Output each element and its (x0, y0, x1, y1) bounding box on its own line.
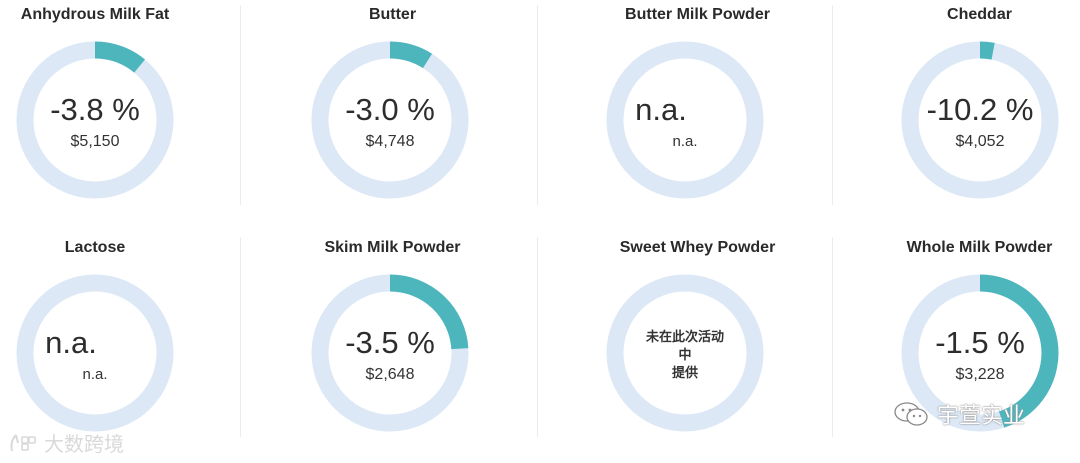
price-value: $3,228 (955, 366, 1005, 383)
price-card: Skim Milk Powder -3.5 % $2,648 (270, 233, 540, 463)
donut-center: -1.5 % $3,228 (900, 273, 1060, 433)
left-watermark-text: 大数跨境 (44, 434, 124, 456)
donut-center: n.a. n.a. (605, 40, 765, 200)
price-card: Anhydrous Milk Fat -3.8 % $5,150 (0, 0, 270, 230)
card-title: Cheddar (947, 6, 1012, 23)
donut-center: 未在此次活动中提供 (605, 273, 765, 433)
column-divider (240, 5, 241, 205)
not-offered-note: 未在此次活动中提供 (635, 328, 735, 382)
price-card: Lactose n.a. n.a. (0, 233, 270, 463)
change-value: -3.8 % (50, 92, 140, 127)
card-title: Skim Milk Powder (324, 239, 461, 256)
right-watermark: 宇萱实业 (893, 398, 1025, 430)
donut-fill-arc (979, 274, 1059, 428)
donut-track (606, 274, 764, 432)
donut-center: -3.0 % $4,748 (310, 40, 470, 200)
donut-ring (311, 41, 469, 199)
note-line: 未在此次活动 (645, 329, 724, 344)
donut-track (16, 274, 174, 432)
price-value: $2,648 (365, 366, 415, 383)
column-divider (537, 237, 538, 437)
price-value: n.a. (82, 366, 108, 383)
change-value: -3.5 % (345, 325, 435, 360)
donut-ring (311, 274, 469, 432)
donut-ring (901, 274, 1059, 432)
price-value: $5,150 (70, 133, 120, 150)
donut-center: -3.8 % $5,150 (15, 40, 175, 200)
price-value: $4,052 (955, 133, 1005, 150)
card-title: Butter (368, 6, 417, 23)
change-value: n.a. (45, 325, 97, 360)
price-value: n.a. (672, 133, 698, 150)
donut-track (606, 41, 764, 199)
change-value: -3.0 % (345, 92, 435, 127)
card-title: Butter Milk Powder (625, 6, 770, 23)
change-value: -1.5 % (935, 325, 1025, 360)
donut-ring (901, 41, 1059, 199)
wechat-icon (894, 402, 928, 426)
column-divider (537, 5, 538, 205)
donut-ring (606, 274, 764, 432)
price-card: Sweet Whey Powder 未在此次活动中提供 (540, 233, 810, 463)
price-card: Butter Milk Powder n.a. n.a. (540, 0, 810, 230)
grid-logo-icon (10, 433, 36, 451)
donut-fill-arc (979, 41, 995, 60)
change-value: -10.2 % (926, 92, 1034, 127)
card-title: Lactose (64, 239, 126, 256)
change-value: n.a. (635, 92, 687, 127)
donut-fill-arc (389, 41, 433, 69)
card-title: Anhydrous Milk Fat (20, 6, 170, 23)
donut-center: -10.2 % $4,052 (900, 40, 1060, 200)
left-watermark: 大数跨境 (8, 428, 124, 457)
donut-center: n.a. n.a. (15, 273, 175, 433)
column-divider (832, 5, 833, 205)
price-card: Whole Milk Powder -1.5 % $3,228 (810, 233, 1080, 463)
donut-ring (606, 41, 764, 199)
note-line: 中 (678, 347, 692, 362)
donut-ring (16, 274, 174, 432)
price-card: Cheddar -10.2 % $4,052 (810, 0, 1080, 230)
donut-fill-arc (389, 274, 469, 350)
note-line: 提供 (671, 365, 698, 380)
price-card: Butter -3.0 % $4,748 (270, 0, 540, 230)
column-divider (832, 237, 833, 437)
donut-center: -3.5 % $2,648 (310, 273, 470, 433)
donut-fill-arc (94, 41, 146, 73)
card-title: Sweet Whey Powder (619, 239, 776, 256)
right-watermark-text: 宇萱实业 (937, 403, 1026, 428)
donut-ring (16, 41, 174, 199)
column-divider (240, 237, 241, 437)
price-value: $4,748 (365, 133, 415, 150)
card-title: Whole Milk Powder (906, 239, 1053, 256)
